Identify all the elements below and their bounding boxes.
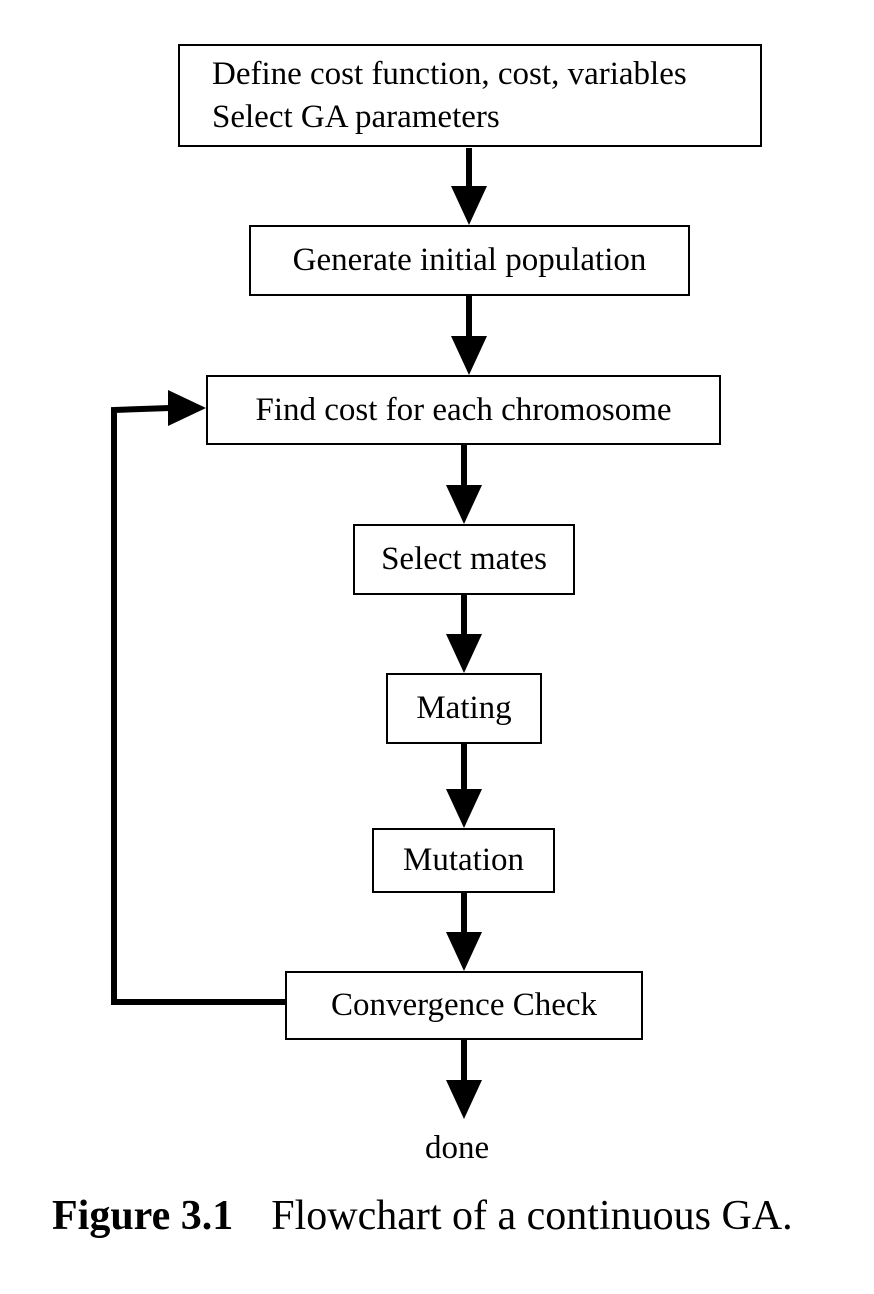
mating-label: Mating	[416, 690, 512, 727]
setup-box: Define cost function, cost, variables Se…	[178, 44, 762, 147]
find-cost-box: Find cost for each chromosome	[206, 375, 721, 445]
arrow-mutation-to-converge	[446, 893, 482, 971]
mutation-box: Mutation	[372, 828, 555, 893]
select-mates-box: Select mates	[353, 524, 575, 595]
generate-population-box: Generate initial population	[249, 225, 690, 296]
arrow-feedback-loop	[111, 390, 285, 1005]
done-label: done	[425, 1130, 490, 1166]
figure-caption: Figure 3.1 Flowchart of a continuous GA.	[52, 1192, 793, 1240]
arrow-select-to-mating	[446, 595, 482, 673]
arrow-setup-to-init	[451, 148, 487, 225]
convergence-check-box: Convergence Check	[285, 971, 643, 1040]
figure-number: Figure 3.1	[52, 1193, 234, 1239]
mating-box: Mating	[386, 673, 542, 744]
select-mates-label: Select mates	[381, 541, 547, 578]
caption-text: Flowchart of a continuous GA.	[271, 1193, 793, 1239]
arrow-converge-to-done	[446, 1040, 482, 1119]
generate-population-label: Generate initial population	[292, 242, 647, 279]
setup-line-2: Select GA parameters	[212, 98, 500, 135]
convergence-check-label: Convergence Check	[330, 987, 598, 1024]
arrow-mating-to-mutation	[446, 744, 482, 828]
find-cost-label: Find cost for each chromosome	[255, 391, 672, 428]
arrow-init-to-cost	[451, 296, 487, 375]
arrow-cost-to-select	[446, 445, 482, 524]
setup-line-1: Define cost function, cost, variables	[212, 55, 687, 92]
mutation-label: Mutation	[403, 842, 524, 879]
